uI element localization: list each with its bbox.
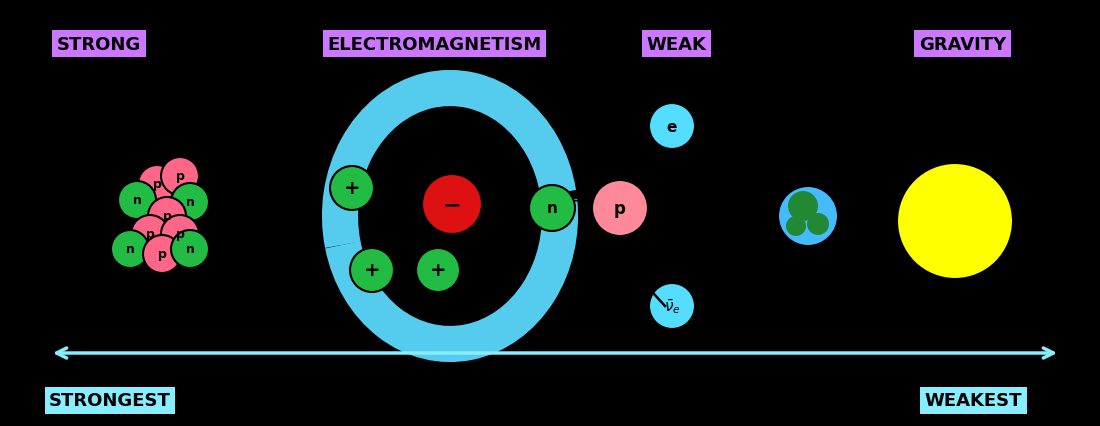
Text: p: p — [157, 248, 166, 261]
Text: ELECTROMAGNETISM: ELECTROMAGNETISM — [328, 36, 541, 54]
Text: $\bar{\nu}_e$: $\bar{\nu}_e$ — [663, 297, 681, 316]
Text: p: p — [614, 199, 626, 218]
Text: WEAK: WEAK — [647, 36, 706, 54]
Circle shape — [170, 230, 209, 268]
Circle shape — [131, 216, 169, 253]
Circle shape — [778, 187, 838, 246]
Text: WEAKEST: WEAKEST — [925, 391, 1022, 409]
Text: p: p — [163, 210, 172, 223]
Circle shape — [529, 186, 575, 231]
Circle shape — [416, 248, 460, 292]
Text: n: n — [547, 201, 558, 216]
Text: −: − — [573, 194, 583, 207]
Circle shape — [788, 192, 818, 222]
Text: +: + — [364, 261, 381, 280]
Text: GRAVITY: GRAVITY — [918, 36, 1007, 54]
Text: −: − — [691, 106, 703, 120]
Text: +: + — [343, 179, 361, 198]
Circle shape — [896, 164, 1013, 279]
Circle shape — [649, 104, 695, 150]
Circle shape — [350, 248, 394, 292]
Circle shape — [807, 213, 829, 236]
Circle shape — [649, 283, 695, 329]
Circle shape — [161, 158, 199, 196]
Text: STRONGEST: STRONGEST — [50, 391, 170, 409]
Text: p: p — [145, 228, 154, 241]
Circle shape — [161, 216, 199, 253]
Circle shape — [111, 230, 148, 268]
Circle shape — [170, 184, 209, 222]
Text: −: − — [442, 195, 461, 215]
Text: p: p — [176, 228, 185, 241]
Text: +: + — [430, 261, 447, 280]
Circle shape — [143, 236, 182, 273]
Circle shape — [422, 175, 482, 234]
Circle shape — [330, 167, 374, 210]
Circle shape — [148, 198, 186, 236]
Circle shape — [118, 181, 156, 219]
Text: STRONG: STRONG — [57, 36, 141, 54]
Circle shape — [138, 166, 176, 204]
Text: e: e — [667, 119, 678, 134]
Circle shape — [592, 181, 648, 236]
Text: p: p — [176, 170, 185, 183]
Circle shape — [786, 216, 806, 236]
Text: n: n — [186, 196, 195, 209]
Text: n: n — [125, 243, 134, 256]
Text: n: n — [186, 243, 195, 256]
Text: n: n — [133, 194, 142, 207]
Text: p: p — [153, 178, 162, 191]
